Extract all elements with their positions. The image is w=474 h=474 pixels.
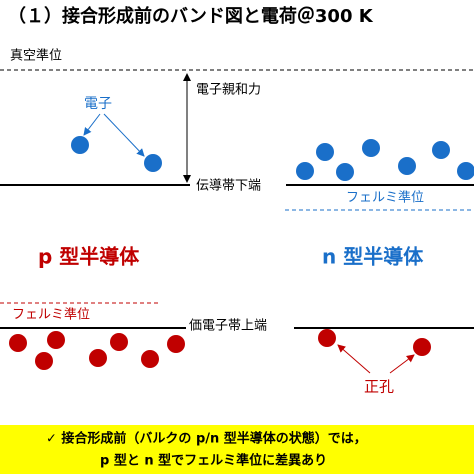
holes-n (318, 329, 431, 356)
hole-label: 正孔 (364, 378, 394, 396)
fermi-p-label: フェルミ準位 (12, 307, 90, 323)
note-line: p 型と n 型でフェルミ準位に差異あり (100, 453, 327, 469)
vacuum-label: 真空準位 (10, 48, 62, 64)
n-type-label: n 型半導体 (322, 245, 424, 269)
electrons-n (296, 139, 474, 181)
electron-label: 電子 (84, 96, 112, 112)
title: （１）接合形成前のバンド図と電荷＠300 K (8, 5, 374, 27)
electron-arrow (83, 113, 101, 136)
holes-p (9, 331, 185, 370)
electron-arrow (103, 113, 145, 157)
note-box (0, 425, 474, 474)
electrons-p (71, 136, 162, 172)
conduction-label: 伝導帯下端 (196, 179, 261, 194)
hole-arrow (389, 354, 415, 374)
note-line: ✓ 接合形成前（バルクの p/n 型半導体の状態）では， (46, 431, 367, 447)
affinity-label: 電子親和力 (196, 83, 261, 98)
valence-label: 価電子帯上端 (189, 319, 267, 334)
hole-arrow (337, 344, 371, 374)
p-type-label: p 型半導体 (38, 245, 140, 269)
fermi-n-label: フェルミ準位 (346, 190, 424, 206)
